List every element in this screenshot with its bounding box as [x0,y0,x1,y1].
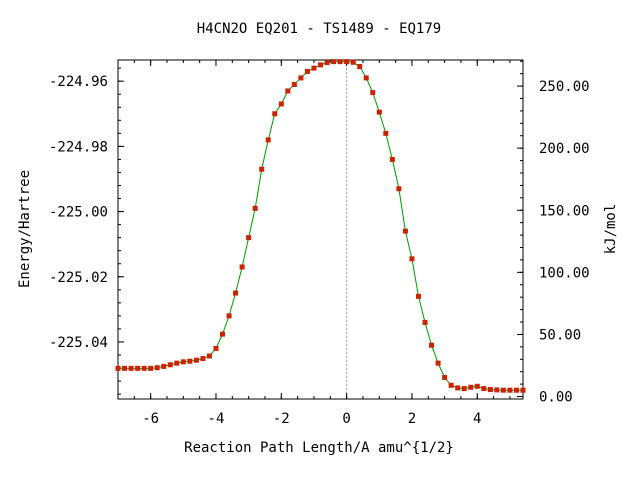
data-point [402,228,408,234]
data-points [115,59,526,393]
data-point [324,60,330,66]
data-point [389,156,395,162]
y2-tick-label: 250.00 [539,79,590,95]
data-point [220,331,226,337]
x-tick-label: -2 [273,411,290,427]
data-point [233,290,239,296]
data-point [311,65,317,71]
data-point [422,319,428,325]
data-point [442,374,448,380]
data-point [318,62,323,68]
data-point [239,264,245,270]
data-point [167,362,173,368]
y-tick-label: -224.96 [49,74,108,90]
data-point [363,75,369,81]
x-tick-label: 0 [342,411,350,427]
data-point [128,365,134,371]
data-point [141,365,147,371]
x-tick-label: 2 [408,411,416,427]
data-point [259,166,265,172]
y2-tick-label: 0.00 [539,390,573,406]
y-axis-label: Energy/Hartree [17,170,33,288]
y-tick-label: -224.98 [49,139,108,155]
data-point [383,130,389,136]
x-axis: -6 -4 -2 0 2 4 [142,60,481,427]
data-point [278,101,284,107]
data-point [148,365,154,371]
data-point [246,235,252,241]
y-axis-left: -224.96 -224.98 -225.00 -225.02 -225.04 [49,74,124,351]
data-point [520,387,526,393]
data-point [448,382,454,388]
data-point [415,293,421,299]
x-tick-label: -4 [208,411,225,427]
data-point [206,353,212,359]
data-point [370,90,376,96]
plot-area [117,59,524,400]
data-point [513,387,519,393]
data-point [455,385,461,391]
y2-axis-label: kJ/mol [603,204,619,255]
plot-frame [117,59,524,400]
data-point [154,365,160,371]
y-axis-right: 0.00 50.00 100.00 150.00 200.00 250.00 [517,79,590,406]
data-point [396,186,402,192]
data-point [494,387,500,393]
data-point [461,386,467,392]
data-point [135,365,141,371]
data-point [200,356,206,362]
data-point [337,59,343,65]
x-axis-label: Reaction Path Length/A amu^{1/2} [184,440,454,456]
data-point [481,386,487,392]
y2-tick-label: 200.00 [539,141,590,157]
chart-title: H4CN2O EQ201 - TS1489 - EQ179 [197,21,441,37]
data-point [213,345,219,351]
data-point [304,68,310,74]
data-point [376,109,382,115]
data-point [252,205,258,211]
x-tick-label: -6 [142,411,159,427]
data-point [187,358,193,364]
data-point [298,75,304,81]
data-point [193,357,199,363]
data-point [344,59,350,65]
data-point [265,137,271,143]
data-point [174,360,180,366]
data-point [409,256,415,262]
data-point [122,365,128,371]
data-point [474,383,480,389]
data-point [291,81,297,87]
data-point [285,88,291,94]
x-tick-label: 4 [473,411,481,427]
data-point [507,387,513,393]
y-tick-label: -225.02 [49,270,108,286]
y2-tick-label: 50.00 [539,327,581,343]
data-point [115,365,121,371]
y2-tick-label: 150.00 [539,203,590,219]
data-point [429,342,435,348]
data-point [226,313,232,319]
y-tick-label: -225.00 [49,205,108,221]
y2-tick-label: 100.00 [539,265,590,281]
data-point [468,384,474,390]
data-point [357,64,363,70]
data-point [435,360,441,366]
y-tick-label: -225.04 [49,335,108,351]
data-point [161,363,167,369]
data-point [272,111,278,117]
data-point [487,387,493,393]
data-point [350,59,356,65]
data-point [331,59,337,65]
data-point [180,359,186,365]
data-point [500,387,506,393]
